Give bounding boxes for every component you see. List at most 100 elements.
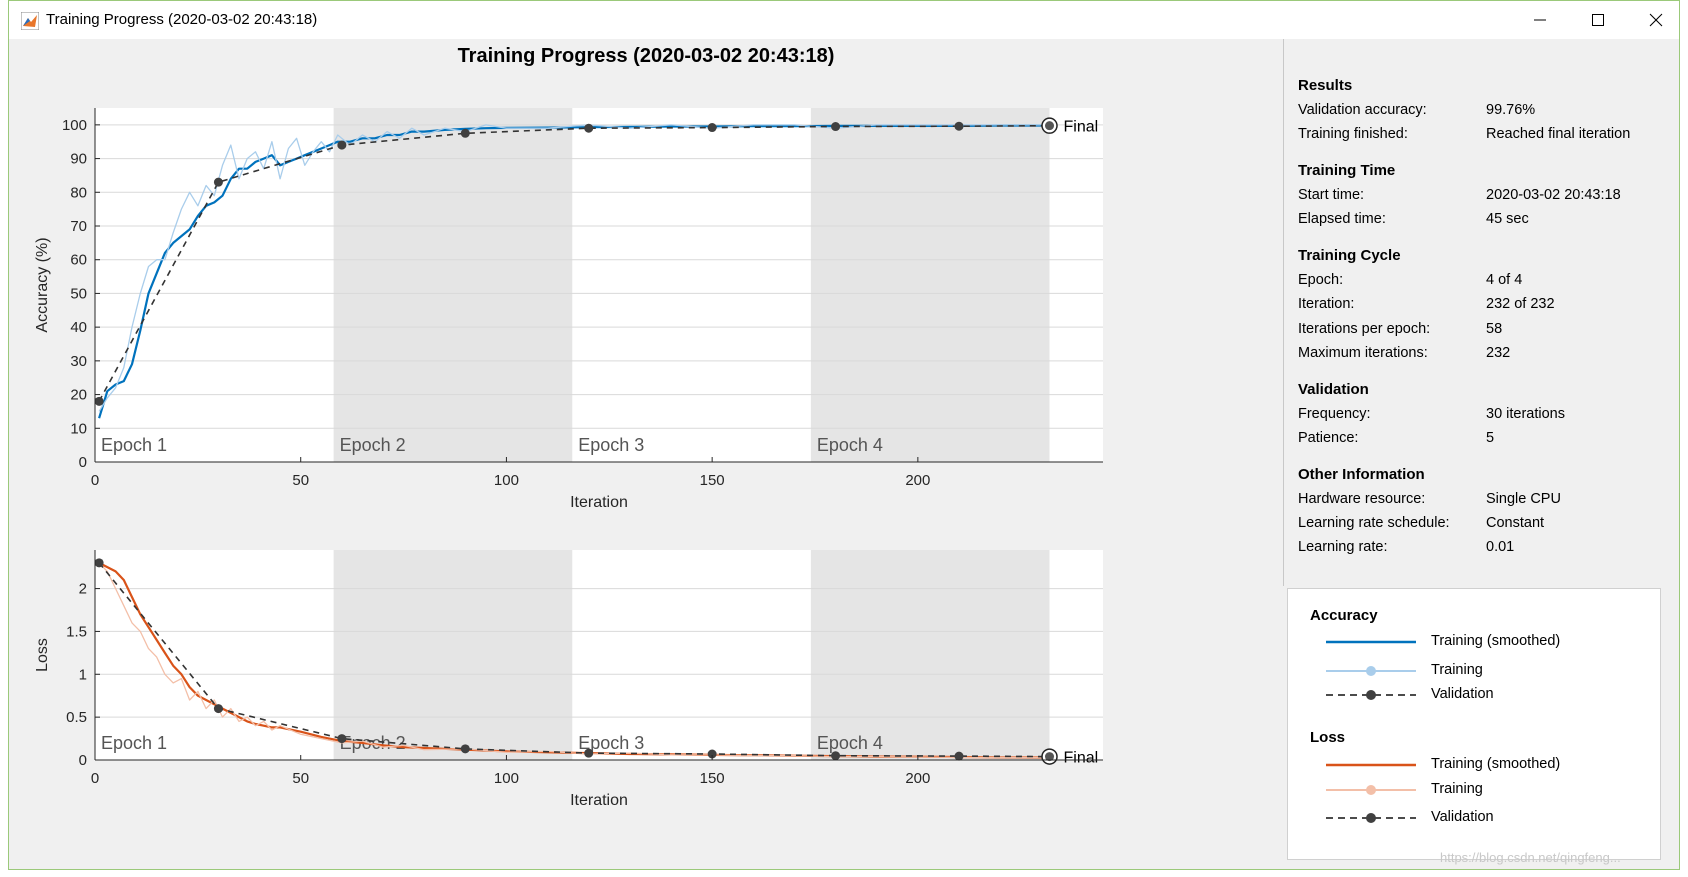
start-time-value: 2020-03-02 20:43:18 [1486,187,1621,203]
training-finished-label: Training finished: [1298,126,1408,142]
accuracy-epoch-label: Epoch 4 [817,435,883,455]
minimize-button[interactable] [1511,1,1569,39]
legend-accuracy-validation: Validation [1326,684,1626,706]
max-iterations-label: Maximum iterations: [1298,345,1428,361]
loss-validation-point [337,734,347,744]
accuracy-y-tick-label: 90 [70,151,87,168]
title-bar[interactable]: Training Progress (2020-03-02 20:43:18) [9,1,1679,39]
legend-label: Training (smoothed) [1431,633,1561,649]
accuracy-y-tick-label: 0 [79,454,87,471]
iterations-per-epoch-value: 58 [1486,321,1503,337]
plot-area: Training Progress (2020-03-02 20:43:18) … [9,39,1281,869]
accuracy-x-tick-label: 200 [905,472,930,489]
accuracy-plot: Epoch 1 Epoch 2 Epoch 3 Epoch 4 Final 0 10 20 30… [34,108,1103,511]
accuracy-epoch-shade [810,108,1050,462]
elapsed-time-value: 45 sec [1486,211,1529,227]
close-icon [1649,13,1663,27]
accuracy-y-tick-label: 30 [70,353,87,370]
legend-label: Validation [1431,809,1494,825]
legend-loss-title: Loss [1310,729,1346,746]
maximize-button[interactable] [1569,1,1627,39]
accuracy-y-axis-label: Accuracy (%) [34,237,51,332]
loss-x-axis-label: Iteration [570,792,628,809]
validation-accuracy-value: 99.76% [1486,102,1536,118]
accuracy-validation-point [954,121,964,131]
other-info-title: Other Information [1298,466,1425,483]
iteration-label: Iteration: [1298,296,1355,312]
accuracy-epoch-shade [333,108,573,462]
loss-validation-point [584,748,594,758]
line-swatch-icon [1326,763,1416,767]
elapsed-time-label: Elapsed time: [1298,211,1386,227]
loss-epoch-label: Epoch 2 [340,733,406,753]
frequency-value: 30 iterations [1486,406,1565,422]
loss-epoch-label: Epoch 4 [817,733,883,753]
maximize-icon [1592,14,1604,26]
accuracy-y-tick-label: 100 [62,117,87,134]
loss-plot: Epoch 1 Epoch 2 Epoch 3 Epoch 4 Final 0 0.5 1 1.… [34,550,1103,809]
watermark: https://blog.csdn.net/qingfeng... [1440,850,1621,865]
loss-validation-point [707,749,717,759]
close-button[interactable] [1627,1,1679,39]
accuracy-y-tick-label: 70 [70,218,87,235]
legend-label: Training [1431,781,1483,797]
accuracy-y-tick-label: 20 [70,387,87,404]
loss-epoch-label: Epoch 1 [101,733,167,753]
loss-epoch-shade [810,550,1050,760]
training-cycle-title: Training Cycle [1298,247,1401,264]
max-iterations-value: 232 [1486,345,1511,361]
loss-y-axis-label: Loss [34,638,51,672]
training-time-title: Training Time [1298,162,1396,179]
loss-final-label: Final [1064,750,1099,767]
accuracy-validation-point [337,140,347,150]
legend-label: Validation [1431,686,1494,702]
loss-validation-point [213,704,223,714]
loss-epoch-shade [333,550,573,760]
hardware-resource-label: Hardware resource: [1298,491,1426,507]
accuracy-validation-point [831,122,841,132]
loss-y-tick-label: 2 [79,581,87,598]
legend-panel: Accuracy Training (smoothed) Training Va… [1287,588,1661,860]
legend-loss-validation: Validation [1326,807,1626,829]
loss-epoch-label: Epoch 3 [578,733,644,753]
loss-series-line [98,562,1050,759]
iteration-value: 232 of 232 [1486,296,1555,312]
loss-validation-point [954,751,964,761]
accuracy-y-tick-label: 80 [70,184,87,201]
line-swatch-icon [1326,640,1416,644]
accuracy-validation-point [584,123,594,133]
patience-value: 5 [1486,430,1495,446]
hardware-resource-value: Single CPU [1486,491,1561,507]
loss-final-marker-dot [1045,752,1055,762]
accuracy-validation-point [460,128,470,138]
loss-x-tick-label: 0 [91,770,99,787]
accuracy-validation-point [707,123,717,133]
accuracy-series-line [98,124,1050,412]
window-title: Training Progress (2020-03-02 20:43:18) [46,11,318,28]
info-panel[interactable]: Results Validation accuracy: 99.76% Trai… [1283,39,1679,586]
loss-x-tick-label: 100 [494,770,519,787]
accuracy-y-tick-label: 10 [70,420,87,437]
frequency-label: Frequency: [1298,406,1371,422]
legend-loss-training: Training [1326,779,1626,801]
loss-y-tick-label: 0 [79,752,87,769]
accuracy-x-tick-label: 0 [91,472,99,489]
loss-y-tick-label: 1 [79,666,87,683]
validation-accuracy-label: Validation accuracy: [1298,102,1427,118]
accuracy-x-axis-label: Iteration [570,494,628,511]
training-finished-value: Reached final iteration [1486,126,1631,142]
line-marker-swatch-icon [1326,785,1416,795]
loss-validation-point [460,744,470,754]
accuracy-y-tick-label: 60 [70,252,87,269]
epoch-value: 4 of 4 [1486,272,1523,288]
accuracy-final-label: Final [1064,119,1099,136]
loss-x-tick-label: 150 [700,770,725,787]
training-plots: Training Progress (2020-03-02 20:43:18) … [34,45,1103,809]
learning-rate-value: 0.01 [1486,539,1515,555]
accuracy-final-marker-dot [1045,121,1055,131]
loss-validation-point [831,751,841,761]
legend-label: Training (smoothed) [1431,756,1561,772]
dashed-marker-swatch-icon [1326,813,1416,823]
loss-x-tick-label: 50 [292,770,309,787]
legend-accuracy-title: Accuracy [1310,607,1378,624]
